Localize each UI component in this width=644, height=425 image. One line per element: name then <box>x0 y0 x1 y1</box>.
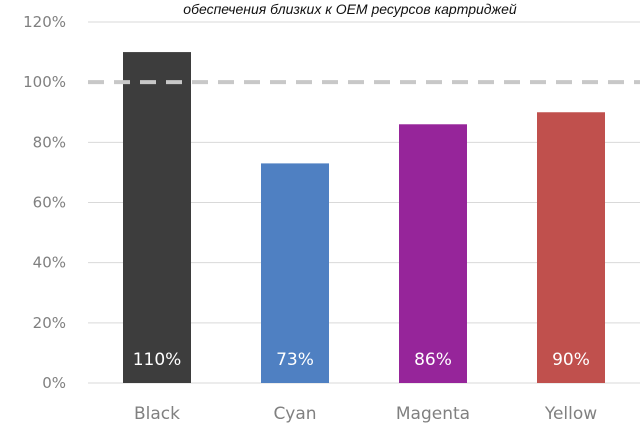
x-tick-label: Yellow <box>544 404 597 424</box>
y-tick-label: 60% <box>33 194 66 212</box>
bar-yellow <box>537 112 605 383</box>
chart-title: обеспечения близких к OEM ресурсов картр… <box>183 1 517 17</box>
x-tick-label: Magenta <box>396 404 470 424</box>
y-tick-label: 100% <box>23 73 66 91</box>
data-label: 90% <box>552 350 590 370</box>
bar-black <box>123 52 191 383</box>
x-tick-label: Black <box>134 404 180 424</box>
y-tick-label: 80% <box>33 133 66 151</box>
bar-cyan <box>261 163 329 383</box>
data-label: 73% <box>276 350 314 370</box>
y-tick-label: 120% <box>23 13 66 31</box>
x-tick-label: Cyan <box>273 404 316 424</box>
y-tick-label: 40% <box>33 254 66 272</box>
bar-magenta <box>399 124 467 384</box>
data-label: 86% <box>414 350 452 370</box>
y-tick-label: 20% <box>33 314 66 332</box>
data-label: 110% <box>133 350 182 370</box>
y-tick-label: 0% <box>42 374 66 392</box>
